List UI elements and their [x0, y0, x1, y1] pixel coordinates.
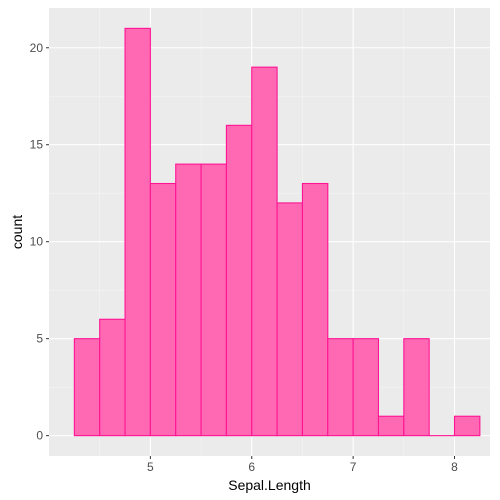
y-axis: 0 5 10 15 20: [30, 41, 49, 443]
histogram-bar: [200, 163, 227, 437]
x-tick-label: 6: [248, 460, 255, 474]
histogram-bar: [73, 338, 101, 437]
bars: [73, 27, 481, 437]
histogram-bar: [352, 338, 380, 437]
histogram-bar: [225, 124, 253, 437]
y-tick-label: 20: [30, 41, 44, 55]
histogram-bar: [301, 182, 329, 437]
y-tick-label: 15: [30, 138, 44, 152]
y-axis-title: count: [9, 215, 25, 249]
histogram-bar: [149, 182, 177, 437]
y-tick-label: 10: [30, 235, 44, 249]
x-tick-label: 8: [451, 460, 458, 474]
histogram-bar: [99, 318, 126, 437]
x-axis: 5 6 7 8: [147, 456, 458, 474]
histogram-bar: [327, 338, 354, 437]
x-tick-label: 5: [147, 460, 154, 474]
histogram-bar: [251, 66, 278, 437]
histogram-bar: [124, 27, 151, 437]
histogram-bar: [453, 415, 481, 437]
y-tick-label: 5: [36, 332, 43, 346]
histogram-bar: [276, 202, 303, 437]
histogram-bar: [403, 338, 430, 437]
x-axis-title: Sepal.Length: [228, 477, 311, 493]
histogram-bar: [175, 163, 202, 437]
histogram-bar: [377, 415, 405, 437]
y-tick-label: 0: [36, 429, 43, 443]
x-tick-label: 7: [350, 460, 357, 474]
